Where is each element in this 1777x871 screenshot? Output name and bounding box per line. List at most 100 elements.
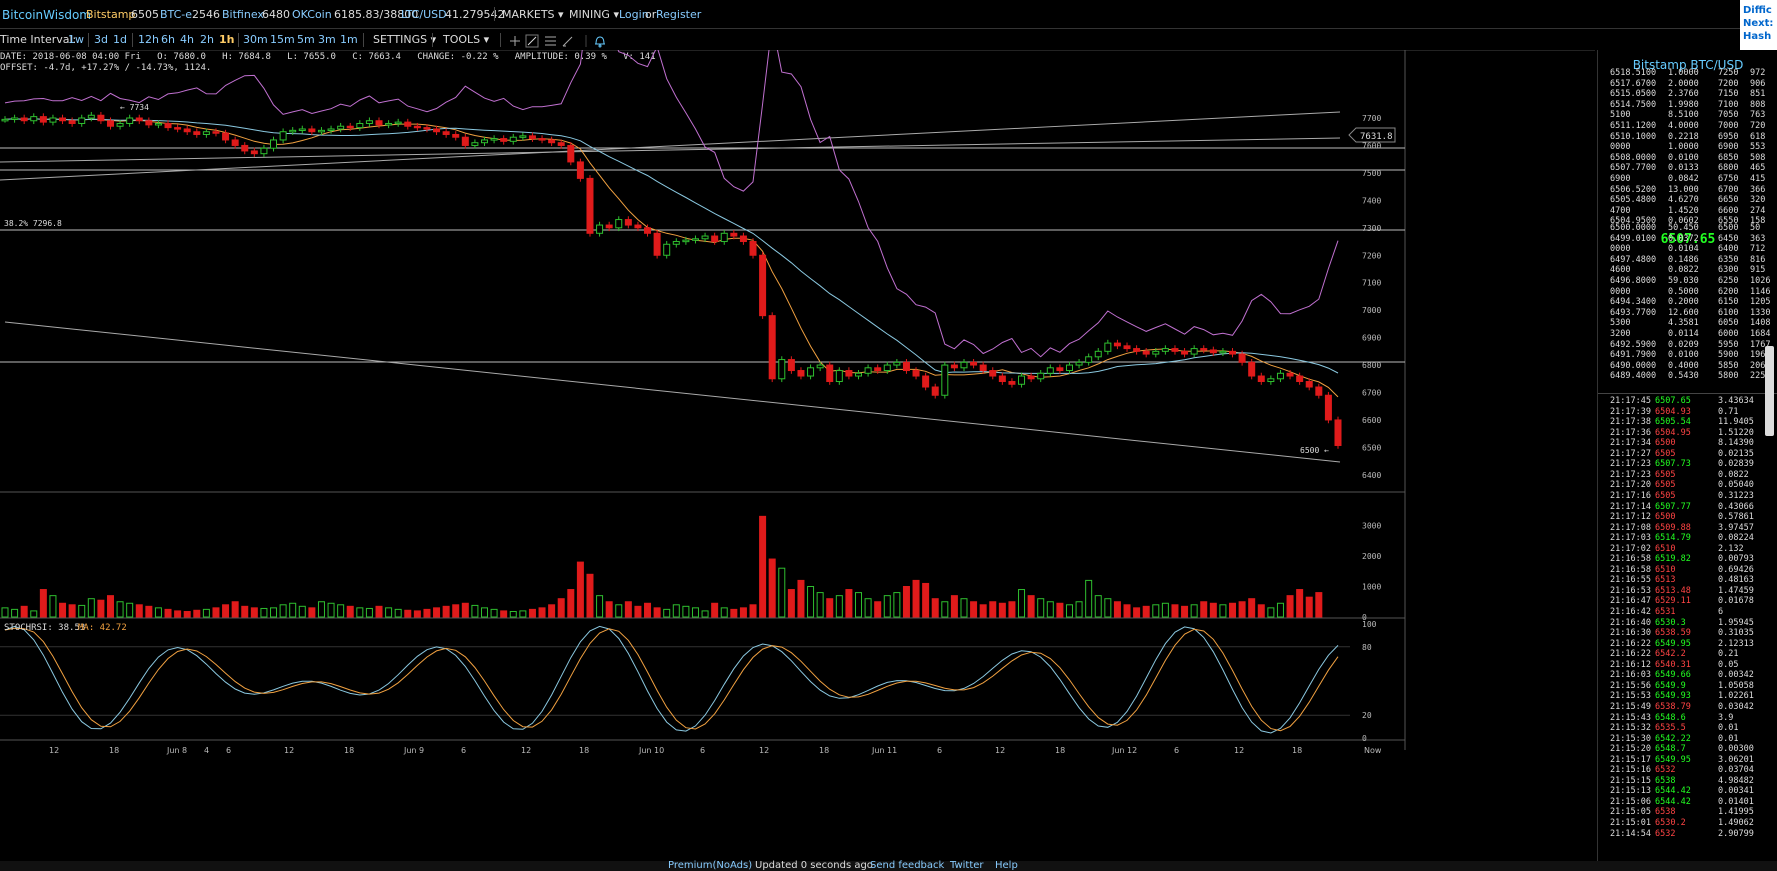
tools-menu[interactable]: TOOLS ▾ (443, 33, 490, 46)
interval-1m[interactable]: 1m (340, 33, 358, 46)
orderbook-cell: 4700 (1610, 205, 1631, 216)
orderbook-cell: 6494.3400 (1610, 297, 1657, 308)
trade-cell: 6549.95 (1655, 754, 1691, 765)
twitter-link[interactable]: Twitter (950, 860, 984, 871)
bell-icon[interactable] (595, 36, 605, 48)
trade-cell: 21:14:54 (1610, 828, 1651, 839)
candle-body (989, 370, 997, 377)
interval-12h[interactable]: 12h (138, 33, 159, 46)
orderbook-cell: 6900 (1610, 174, 1631, 184)
candle-body (528, 135, 536, 140)
orderbook-cell: 0.4000 (1668, 360, 1699, 371)
candle-body (1248, 361, 1256, 377)
candle-body (1190, 348, 1198, 355)
premium-link[interactable]: Premium(NoAds) (668, 860, 753, 871)
volume-bar (1085, 579, 1093, 618)
candle-body (39, 116, 47, 123)
stochrsi-ma-line (4, 627, 1339, 732)
interval-2h[interactable]: 2h (200, 33, 214, 46)
orderbook-cell: 6100 (1718, 307, 1739, 318)
volume-bar (509, 611, 517, 618)
time-tick: 12 (759, 746, 769, 755)
interval-3d[interactable]: 3d (94, 33, 108, 46)
hlines-icon[interactable] (545, 36, 556, 46)
login-link[interactable]: Login (619, 8, 649, 21)
volume-bar (78, 604, 86, 618)
orderbook-cell: 1684 (1750, 329, 1771, 339)
candle-body (241, 144, 249, 152)
interval-5m[interactable]: 5m (297, 33, 315, 46)
interval-30m[interactable]: 30m (243, 33, 268, 46)
volume-bar (807, 586, 815, 618)
drawing-tools (510, 34, 605, 48)
ticker-bitstamp-price: 6505 (131, 8, 159, 21)
ticker-okcoin-name[interactable]: OKCoin (292, 8, 332, 21)
trade-cell: 21:15:56 (1610, 680, 1651, 691)
interval-1h-active[interactable]: 1h (219, 33, 235, 46)
orderbook-cell: 1205 (1750, 297, 1771, 308)
candle-body (644, 227, 652, 234)
volume-bar (1276, 602, 1284, 618)
trade-cell: 6532 (1655, 828, 1676, 839)
orderbook-cell: 6150 (1718, 297, 1739, 308)
line-icon[interactable] (525, 34, 539, 48)
candle-body (1286, 372, 1294, 377)
volume-bar (778, 567, 786, 618)
orderbook-cell: 0.5000 (1668, 286, 1699, 297)
trade-cell: 0.02839 (1718, 459, 1754, 470)
interval-1w[interactable]: 1w (68, 33, 84, 46)
interval-6h[interactable]: 6h (161, 33, 175, 46)
orderbook-cell: 6050 (1718, 318, 1739, 329)
orderbook-cell: 0.0372 (1668, 233, 1699, 244)
ticker-bitfinex-name[interactable]: Bitfinex (222, 8, 264, 21)
volume-bar (250, 607, 258, 618)
interval-15m[interactable]: 15m (270, 33, 295, 46)
trade-cell: 21:17:16 (1610, 490, 1651, 501)
time-tick: 6 (461, 746, 466, 755)
trade-cell: 6548.6 (1655, 712, 1686, 723)
volume-bar (701, 610, 709, 618)
pen-icon[interactable] (562, 36, 573, 47)
candle-body (1267, 378, 1275, 383)
ticker-ltc-name[interactable]: LTC/USD (401, 8, 447, 21)
volume-bar (404, 609, 412, 618)
candle-body (135, 117, 143, 122)
brand-logo[interactable]: BitcoinWisdom (2, 8, 91, 22)
settings-menu[interactable]: SETTINGS ▾ (373, 33, 437, 46)
interval-4h[interactable]: 4h (180, 33, 194, 46)
price-tick: 7100 (1362, 279, 1381, 288)
trade-cell: 21:16:22 (1610, 649, 1651, 660)
orderbook-cell: 6492.5900 (1610, 339, 1657, 350)
volume-bar (970, 601, 978, 618)
trade-row: 21:15:17 6549.95 3.06201 (1598, 755, 1777, 766)
interval-3m[interactable]: 3m (318, 33, 336, 46)
price-chart[interactable]: 7700760075007400730072007100700069006800… (0, 50, 1596, 861)
trade-scrollbar[interactable] (1765, 346, 1774, 436)
crosshair-icon[interactable] (510, 36, 520, 46)
trade-cell: 0.03042 (1718, 701, 1754, 712)
ticker-btce-price: 2546 (192, 8, 220, 21)
volume-bar (317, 601, 325, 618)
candle-body (298, 128, 306, 131)
next-label: Next: (1743, 18, 1774, 29)
trade-row: 21:16:22 6542.2 0.21 (1598, 649, 1777, 660)
volume-bar (912, 579, 920, 618)
ticker-bitstamp-name[interactable]: Bitstamp (86, 8, 136, 21)
orderbook-cell: 0.2218 (1668, 131, 1699, 142)
interval-1d[interactable]: 1d (113, 33, 127, 46)
register-link[interactable]: Register (656, 8, 702, 21)
candle-body (691, 238, 699, 241)
difficulty-widget[interactable]: Diffic Next: Hash (1740, 0, 1777, 50)
help-link[interactable]: Help (995, 860, 1018, 871)
ticker-bitfinex-price: 6480 (262, 8, 290, 21)
feedback-link[interactable]: Send feedback (870, 860, 945, 871)
time-tick: Jun 8 (166, 746, 187, 755)
mining-menu[interactable]: MINING ▾ (569, 8, 619, 21)
trade-cell: 8.14390 (1718, 438, 1754, 449)
ticker-btce-name[interactable]: BTC-e (160, 8, 193, 21)
trade-cell: 6530.2 (1655, 818, 1686, 828)
trade-cell: 6504.95 (1655, 427, 1691, 438)
markets-menu[interactable]: MARKETS ▾ (502, 8, 564, 21)
interval-toolbar: Time Interval: 1w 3d 1d 12h 6h 4h 2h 1h … (0, 30, 1595, 51)
orderbook-cell: 7200 (1718, 78, 1739, 89)
